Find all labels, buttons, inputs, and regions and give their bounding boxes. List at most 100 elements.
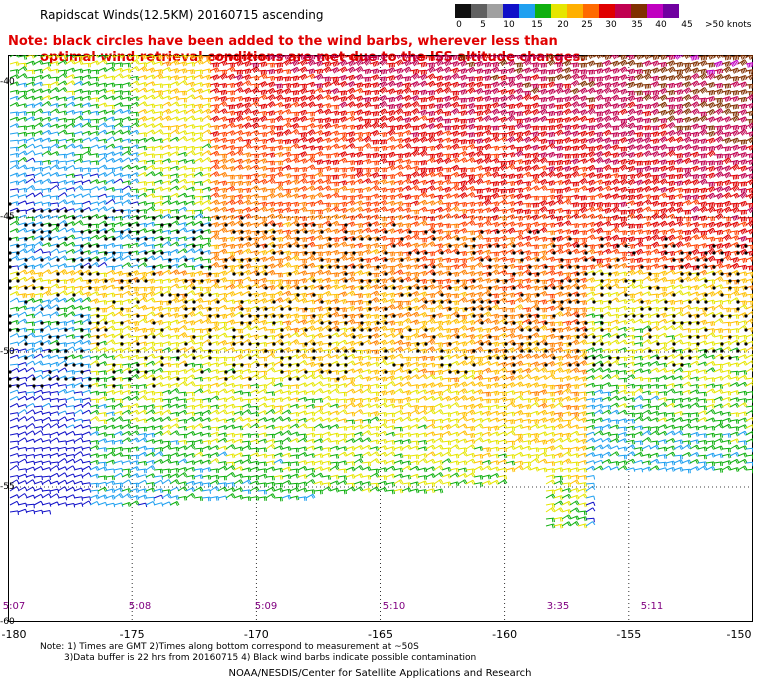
wind-barb: [658, 166, 667, 171]
wind-barb: [466, 168, 474, 172]
wind-barb: [738, 90, 747, 95]
wind-barb: [194, 182, 203, 186]
wind-barb: [602, 174, 611, 179]
wind-barb: [450, 125, 459, 130]
wind-barb: [258, 111, 267, 116]
wind-barb: [194, 133, 203, 137]
wind-barb: [434, 98, 443, 103]
wind-barb: [66, 174, 75, 178]
wind-barb: [562, 146, 571, 151]
wind-barb: [210, 160, 219, 165]
wind-barb: [82, 180, 91, 184]
wind-barb: [114, 63, 122, 67]
wind-barb: [258, 82, 267, 88]
wind-barb: [450, 118, 459, 123]
wind-barb: [42, 112, 51, 116]
wind-barb: [706, 151, 715, 157]
wind-barb: [314, 69, 323, 74]
wind-barb: [194, 126, 203, 130]
wind-barb: [250, 88, 259, 94]
wind-barb: [218, 159, 227, 164]
wind-barb: [42, 62, 51, 66]
wind-barb: [658, 152, 667, 157]
wind-barb: [322, 77, 330, 82]
legend-swatch: [503, 4, 519, 18]
wind-barb: [66, 181, 75, 185]
wind-barb: [482, 144, 491, 150]
wind-barb: [234, 150, 243, 155]
wind-barb: [490, 137, 499, 142]
wind-barb: [562, 154, 570, 158]
wind-barb: [746, 63, 753, 68]
wind-barb: [626, 130, 635, 136]
wind-barb: [90, 83, 99, 87]
wind-barb: [474, 62, 483, 67]
wind-barb: [554, 68, 563, 74]
legend-label: 5: [480, 20, 486, 30]
wind-barb: [730, 56, 739, 61]
wind-barb: [530, 109, 539, 115]
wind-barb: [690, 152, 699, 157]
wind-barb: [146, 68, 155, 73]
wind-barb: [250, 97, 259, 102]
wind-barb: [90, 145, 99, 149]
wind-barb: [162, 62, 171, 67]
wind-barb: [370, 83, 379, 88]
wind-barb: [34, 131, 43, 135]
wind-barb: [402, 144, 411, 149]
wind-barb: [554, 111, 563, 116]
wind-barb: [594, 145, 603, 151]
wind-barb: [674, 126, 682, 130]
wind-barb: [610, 116, 619, 122]
wind-barb: [682, 132, 691, 137]
legend-swatch: [631, 4, 647, 18]
wind-barb: [586, 81, 595, 87]
wind-barb: [138, 133, 147, 137]
wind-barb: [698, 130, 707, 136]
wind-barb: [482, 180, 491, 185]
wind-barb: [298, 133, 307, 138]
wind-barb: [106, 83, 115, 87]
wind-barb: [226, 145, 235, 150]
wind-barb: [114, 173, 123, 177]
wind-barb: [338, 158, 347, 163]
wind-barb: [362, 97, 371, 102]
wind-barb: [506, 165, 515, 170]
wind-barb: [666, 181, 675, 186]
wind-barb: [714, 137, 723, 143]
wind-barb: [42, 173, 51, 177]
wind-barb: [386, 165, 395, 170]
wind-barb: [202, 75, 211, 80]
wind-barb: [410, 138, 419, 144]
wind-barb: [442, 126, 450, 131]
wind-barb: [418, 147, 427, 152]
wind-barb: [298, 102, 307, 108]
wind-barb: [466, 62, 475, 67]
wind-barb: [322, 82, 331, 88]
wind-barb: [674, 82, 683, 87]
wind-barb: [202, 89, 211, 93]
wind-barb: [354, 60, 363, 66]
wind-barb: [194, 95, 203, 99]
wind-barb: [394, 104, 403, 109]
wind-barb: [458, 83, 467, 88]
wind-barb: [170, 130, 179, 134]
wind-barb: [730, 130, 739, 136]
wind-barb: [642, 111, 651, 116]
wind-barb: [394, 109, 403, 115]
wind-barb: [386, 76, 395, 81]
wind-barb: [658, 67, 667, 73]
wind-barb: [34, 96, 43, 100]
wind-barb: [162, 126, 170, 130]
wind-barb: [50, 124, 59, 128]
wind-barb: [530, 88, 539, 94]
wind-barb: [538, 139, 547, 144]
wind-barb: [82, 63, 90, 67]
wind-barb: [106, 152, 115, 156]
wind-barb: [634, 168, 642, 172]
wind-barb: [522, 68, 531, 74]
wind-barb: [554, 173, 563, 179]
wind-barb: [274, 69, 283, 74]
wind-barb: [138, 67, 147, 72]
wind-barb: [122, 139, 131, 143]
